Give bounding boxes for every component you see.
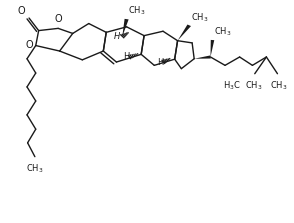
Text: H: H (123, 52, 129, 62)
Text: H: H (157, 58, 163, 67)
Text: O: O (18, 6, 26, 16)
Text: CH$_3$: CH$_3$ (214, 26, 232, 38)
Polygon shape (211, 40, 214, 57)
Text: O: O (26, 40, 33, 50)
Text: CH$_3$: CH$_3$ (191, 11, 208, 24)
Text: O: O (54, 14, 62, 24)
Polygon shape (178, 25, 191, 41)
Text: CH$_3$: CH$_3$ (26, 162, 44, 175)
Polygon shape (122, 19, 128, 37)
Text: CH$_3$: CH$_3$ (128, 5, 146, 17)
Text: H$_3$C: H$_3$C (223, 80, 241, 92)
Text: H: H (114, 32, 121, 41)
Text: CH$_3$: CH$_3$ (270, 80, 288, 92)
Text: CH$_3$: CH$_3$ (245, 80, 262, 92)
Polygon shape (194, 56, 211, 59)
